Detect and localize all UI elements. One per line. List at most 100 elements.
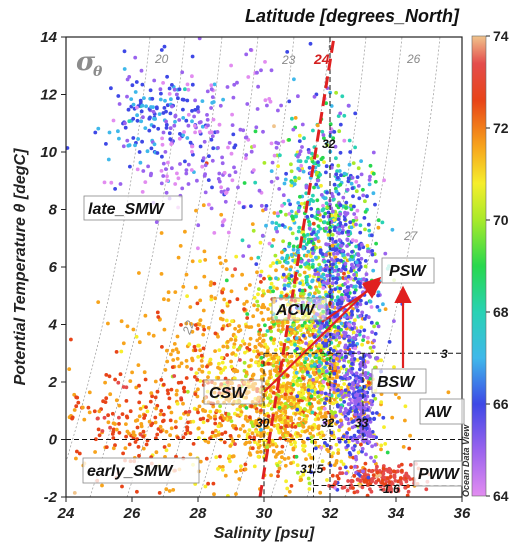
scatter-point <box>298 346 303 351</box>
scatter-point <box>269 329 273 334</box>
scatter-point <box>293 178 298 183</box>
scatter-point <box>201 420 206 425</box>
scatter-point <box>285 320 290 325</box>
scatter-point <box>192 344 197 349</box>
scatter-point <box>265 329 270 333</box>
scatter-point <box>209 83 214 88</box>
scatter-point <box>187 342 192 347</box>
scatter-point <box>357 405 362 410</box>
scatter-point <box>343 355 348 360</box>
scatter-point <box>336 448 341 452</box>
scatter-point <box>285 373 290 378</box>
scatter-point <box>289 442 294 447</box>
scatter-point <box>255 338 260 343</box>
scatter-point <box>162 327 167 332</box>
scatter-point <box>145 149 150 154</box>
scatter-point <box>294 214 298 219</box>
scatter-point <box>326 332 330 337</box>
scatter-point <box>315 376 320 381</box>
scatter-point <box>123 125 128 130</box>
scatter-point <box>291 247 296 252</box>
scatter-point <box>123 121 127 126</box>
scatter-point <box>311 221 316 226</box>
scatter-point <box>281 193 286 198</box>
scatter-point <box>299 362 304 366</box>
scatter-point <box>405 473 409 478</box>
scatter-point <box>193 285 198 290</box>
isopycnal-curve <box>344 37 441 497</box>
scatter-point <box>232 345 236 349</box>
colorbar-tick-label: 72 <box>493 120 509 136</box>
scatter-point <box>74 404 79 409</box>
scatter-point <box>270 160 275 165</box>
scatter-point <box>254 125 259 130</box>
scatter-point <box>316 160 320 165</box>
scatter-point <box>135 113 140 118</box>
scatter-point <box>282 307 286 312</box>
scatter-point <box>131 327 136 332</box>
scatter-point <box>290 116 294 121</box>
scatter-point <box>350 326 355 331</box>
scatter-point <box>306 388 311 392</box>
scatter-point <box>399 462 404 467</box>
y-tick-label: 4 <box>48 317 58 334</box>
scatter-point <box>296 229 301 234</box>
scatter-point <box>381 471 386 476</box>
scatter-point <box>220 327 225 331</box>
scatter-point <box>184 171 189 176</box>
scatter-point <box>374 356 379 361</box>
scatter-point <box>348 452 353 457</box>
scatter-point <box>256 84 260 89</box>
scatter-point <box>324 170 328 175</box>
scatter-point <box>365 493 370 497</box>
scatter-point <box>346 229 351 234</box>
scatter-point <box>287 489 292 494</box>
scatter-point <box>339 321 344 326</box>
scatter-point <box>271 261 275 266</box>
scatter-point <box>300 122 305 127</box>
scatter-point <box>354 215 358 220</box>
scatter-point <box>336 175 340 180</box>
scatter-point <box>162 44 167 49</box>
scatter-point <box>347 323 352 327</box>
scatter-point <box>375 305 380 309</box>
scatter-point <box>271 319 276 324</box>
scatter-point <box>353 318 357 322</box>
svg-text:σ: σ <box>76 47 96 77</box>
scatter-point <box>272 359 276 364</box>
scatter-point <box>209 206 214 211</box>
scatter-point <box>117 415 121 420</box>
scatter-point <box>293 299 297 303</box>
scatter-point <box>304 341 308 346</box>
scatter-point <box>338 471 342 476</box>
scatter-point <box>221 344 226 349</box>
scatter-point <box>266 403 271 408</box>
scatter-point <box>139 68 144 73</box>
scatter-point <box>304 457 308 461</box>
scatter-point <box>258 450 263 454</box>
scatter-point <box>356 389 361 393</box>
scatter-point <box>337 238 342 242</box>
scatter-point <box>374 259 378 264</box>
scatter-point <box>118 182 123 186</box>
scatter-point <box>179 323 183 327</box>
scatter-point <box>245 316 250 320</box>
scatter-point <box>268 99 273 104</box>
scatter-point <box>333 366 337 371</box>
scatter-point <box>188 305 193 309</box>
scatter-point <box>274 411 279 415</box>
scatter-point <box>289 169 294 174</box>
scatter-point <box>356 429 361 434</box>
scatter-point <box>345 285 350 289</box>
scatter-point <box>256 303 260 308</box>
scatter-point <box>341 195 346 200</box>
scatter-point <box>96 427 101 432</box>
scatter-point <box>137 271 141 275</box>
scatter-point <box>331 358 336 363</box>
scatter-point <box>257 439 262 444</box>
scatter-point <box>314 232 319 237</box>
scatter-point <box>154 450 159 455</box>
scatter-point <box>217 361 221 366</box>
scatter-point <box>396 469 400 474</box>
x-tick-label: 24 <box>57 505 75 522</box>
